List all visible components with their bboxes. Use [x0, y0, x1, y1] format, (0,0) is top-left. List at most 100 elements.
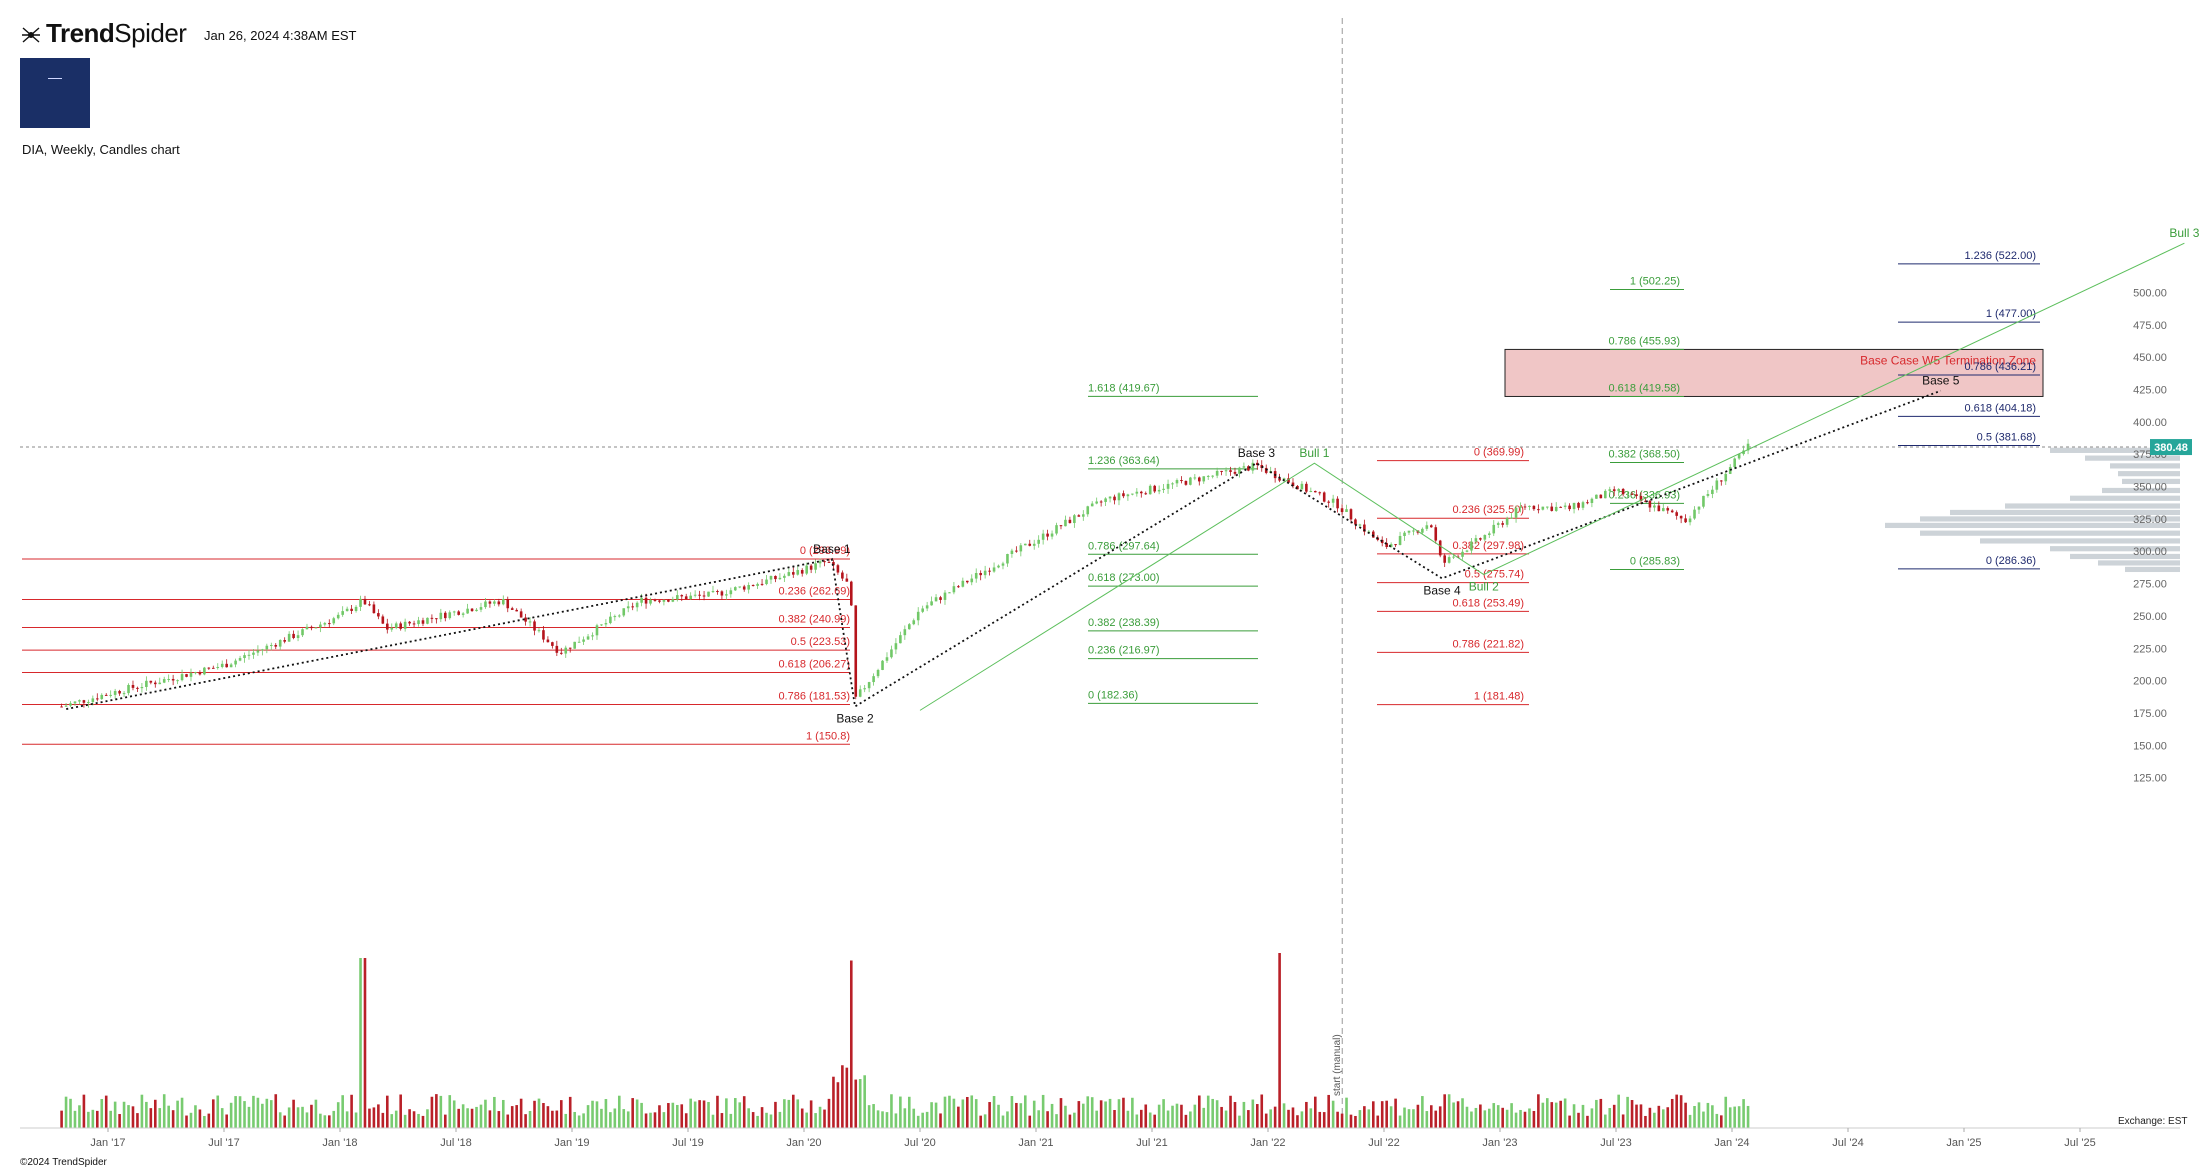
candle-body: [252, 652, 255, 655]
volume-bar: [948, 1095, 951, 1128]
volume-bar: [1630, 1100, 1634, 1128]
candle-body: [171, 678, 175, 681]
volume-bar: [1139, 1109, 1143, 1128]
candle-body: [185, 674, 188, 677]
candle-body: [1545, 506, 1549, 508]
candle-body: [1572, 502, 1576, 510]
volume-bar: [591, 1100, 594, 1128]
candle-body: [1126, 494, 1130, 497]
candle-body: [577, 641, 581, 643]
volume-bar: [216, 1095, 220, 1128]
candle-body: [903, 629, 907, 636]
candle-body: [194, 672, 197, 674]
candle-body: [1220, 470, 1223, 472]
candle-body: [1055, 525, 1058, 534]
volume-bar: [809, 1100, 813, 1128]
volume-bar: [626, 1111, 630, 1128]
candle-body: [872, 676, 875, 683]
fib-navy-right-label: 0 (286.36): [1986, 555, 2036, 567]
candle-body: [332, 618, 336, 624]
volume-bar: [912, 1108, 916, 1128]
volume-bar: [310, 1104, 313, 1128]
candle-body: [278, 640, 282, 647]
candle-body: [1639, 495, 1643, 501]
volume-bar: [1166, 1110, 1170, 1128]
candle-body: [948, 592, 951, 594]
volume-bar: [426, 1109, 429, 1128]
volume-bar: [1443, 1094, 1446, 1128]
volume-bar: [332, 1110, 336, 1128]
candle-body: [551, 642, 554, 646]
volume-bar: [1563, 1098, 1567, 1128]
candle-body: [1113, 496, 1116, 501]
volume-bar: [1135, 1114, 1139, 1128]
volume-profile-bar: [2122, 478, 2180, 485]
volume-bar: [1545, 1098, 1549, 1128]
volume-bar: [903, 1108, 907, 1128]
x-tick-label: Jul '22: [1368, 1137, 1399, 1149]
candle-body: [1144, 493, 1148, 495]
candle-body: [1412, 530, 1415, 532]
volume-bar: [234, 1096, 237, 1128]
candle-body: [377, 613, 380, 617]
volume-bar: [1260, 1094, 1264, 1128]
candle-body: [644, 597, 648, 604]
candle-body: [783, 575, 786, 578]
volume-bar: [278, 1112, 282, 1128]
y-tick-label: 500.00: [2133, 287, 2167, 299]
volume-bar: [1349, 1114, 1353, 1128]
volume-bar: [60, 1110, 63, 1128]
candle-body: [167, 678, 170, 680]
volume-bar: [1666, 1107, 1670, 1128]
volume-bar: [336, 1102, 340, 1128]
volume-bar: [78, 1105, 81, 1128]
candle-body: [1719, 480, 1723, 482]
candle-body: [131, 684, 135, 688]
volume-bar: [1724, 1096, 1728, 1128]
candle-body: [417, 620, 420, 625]
candle-body: [1550, 506, 1554, 511]
x-tick-label: Jul '18: [440, 1137, 471, 1149]
volume-bar: [970, 1095, 974, 1128]
candle-body: [1171, 483, 1174, 485]
timestamp: Jan 26, 2024 4:38AM EST: [204, 28, 357, 43]
volume-bar: [296, 1107, 300, 1128]
candle-body: [894, 643, 898, 650]
candle-body: [176, 680, 179, 682]
candle-body: [1595, 494, 1598, 499]
candle-body: [1568, 505, 1571, 510]
volume-bar: [287, 1107, 291, 1128]
volume-bar: [1474, 1107, 1478, 1128]
fib-navy-right-label: 0.5 (381.68): [1977, 432, 2036, 444]
candle-body: [1407, 530, 1411, 533]
y-tick-label: 475.00: [2133, 320, 2167, 332]
volume-bar: [1336, 1111, 1339, 1128]
volume-bar: [635, 1099, 639, 1128]
candle-body: [1447, 557, 1451, 563]
volume-bar: [707, 1101, 710, 1128]
volume-bar: [653, 1112, 657, 1128]
candle-body: [1429, 525, 1433, 528]
volume-bar: [100, 1098, 104, 1128]
x-tick-label: Jan '24: [1714, 1137, 1749, 1149]
candle-body: [1153, 485, 1156, 492]
bull-count-line: [919, 242, 2185, 711]
candle-body: [769, 575, 773, 580]
volume-bar: [1331, 1100, 1335, 1128]
volume-bar: [555, 1110, 559, 1128]
candle-body: [992, 567, 996, 572]
candle-body: [1496, 523, 1500, 525]
candle-body: [1644, 500, 1647, 502]
volume-bar: [907, 1096, 911, 1128]
volume-bar: [1171, 1105, 1174, 1128]
candle-body: [667, 599, 670, 602]
candle-body: [448, 612, 452, 619]
candle-body: [1148, 485, 1152, 495]
volume-bar: [283, 1115, 286, 1128]
volume-bar: [390, 1114, 394, 1128]
volume-bar: [930, 1102, 933, 1128]
candle-body: [73, 701, 77, 704]
volume-bar: [854, 1079, 858, 1128]
volume-bar: [725, 1098, 728, 1128]
